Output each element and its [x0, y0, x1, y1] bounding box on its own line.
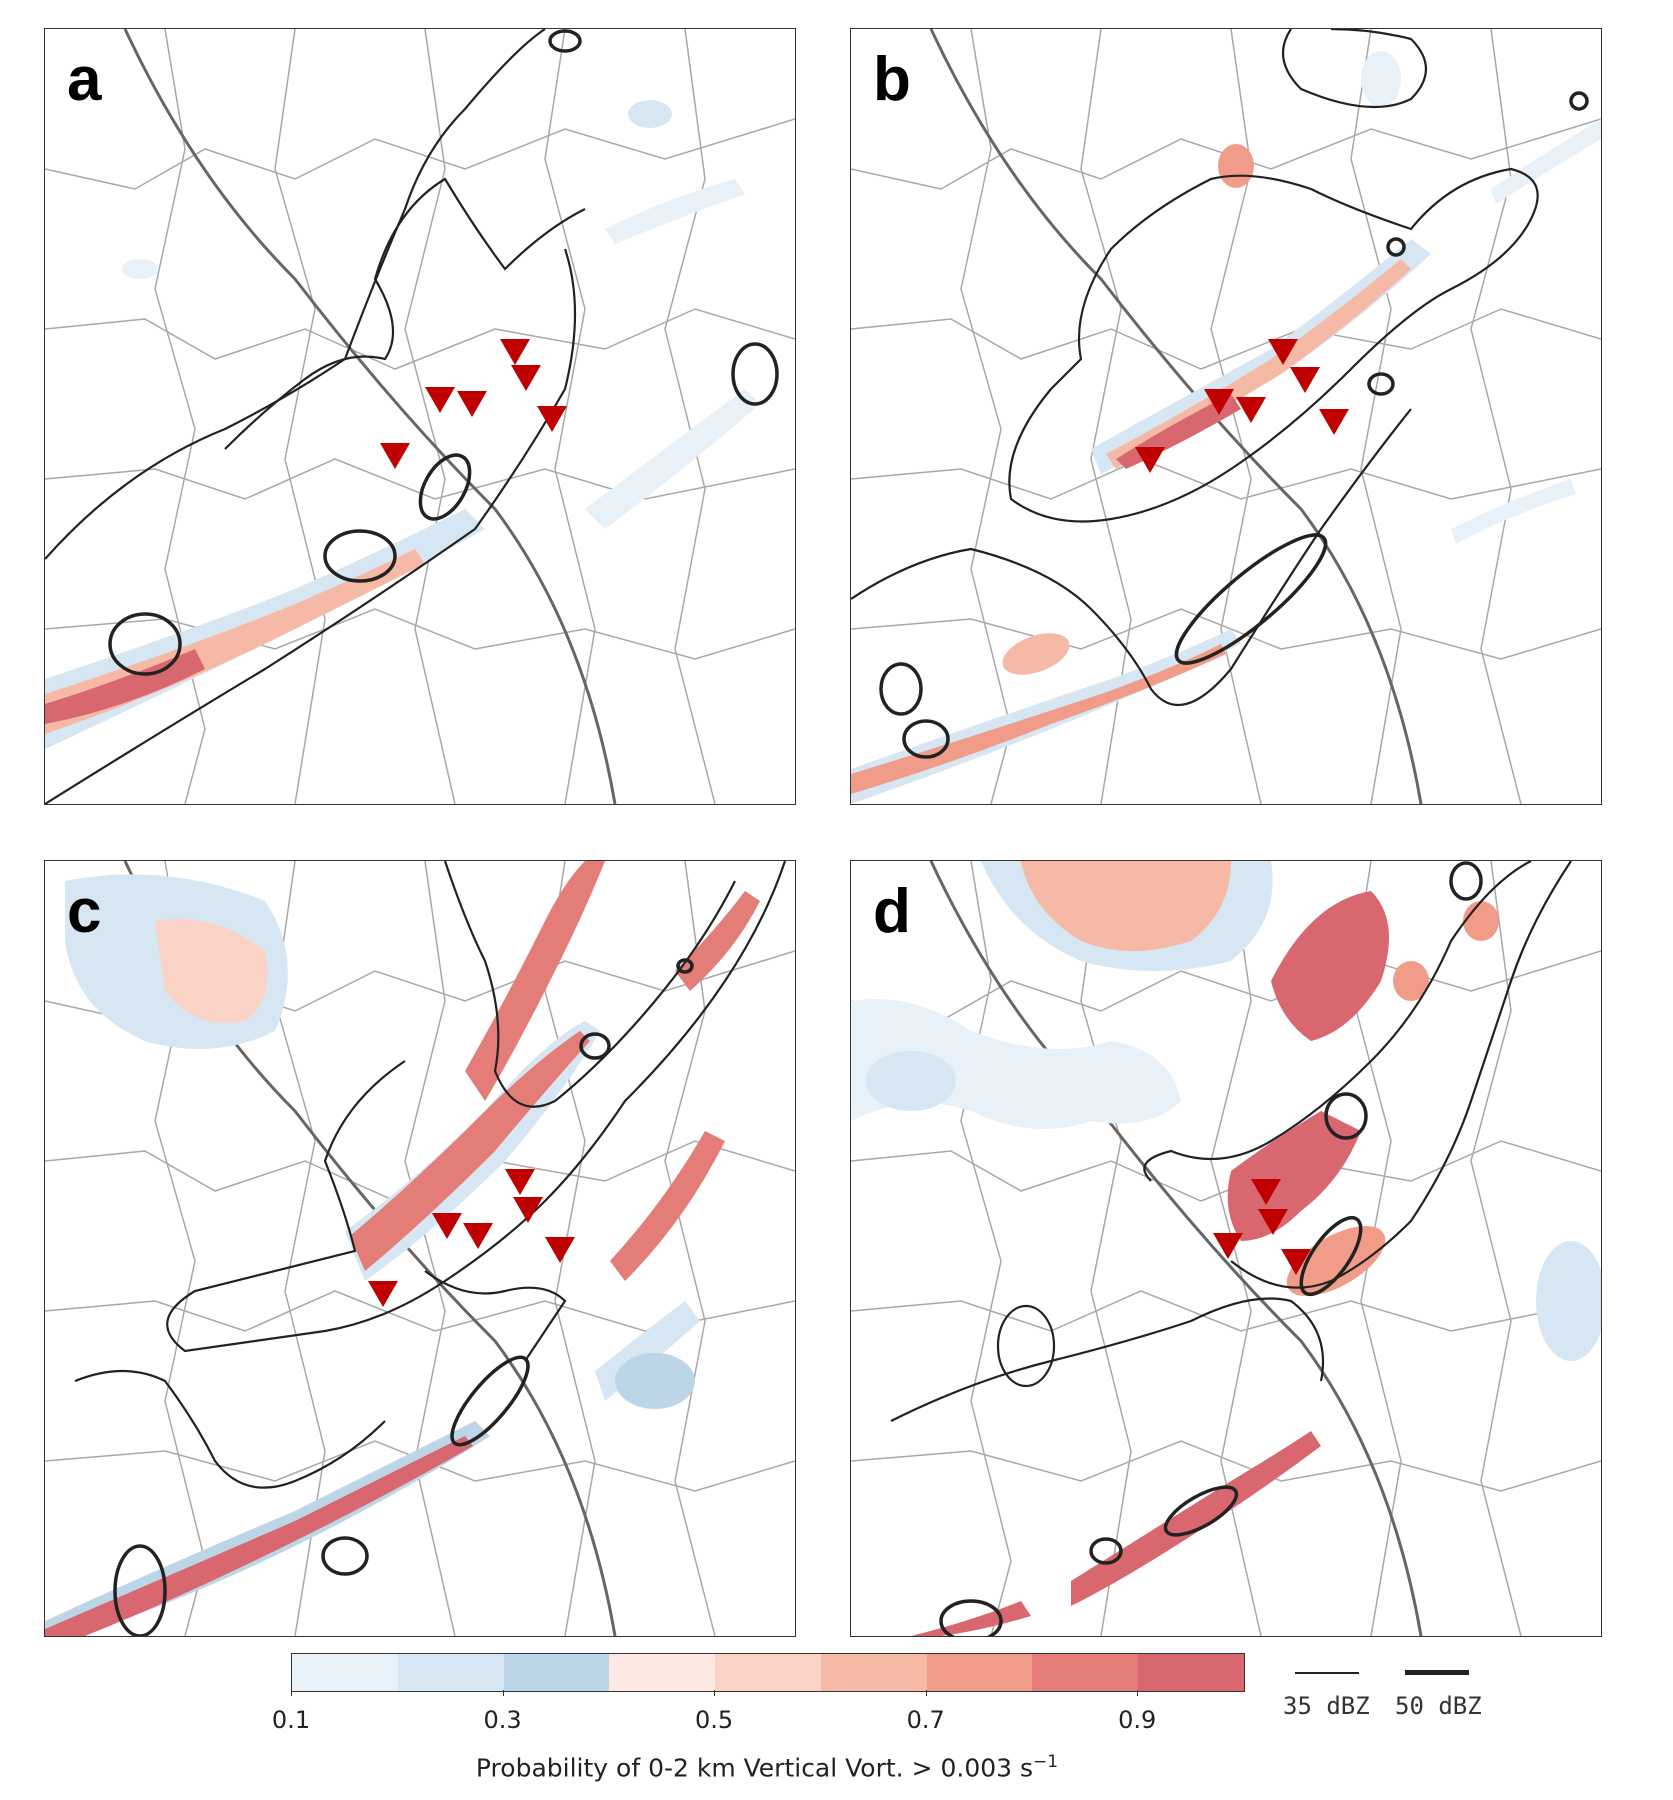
- reflectivity-contours: [74, 861, 787, 1636]
- reflectivity-contours: [45, 29, 779, 804]
- map-panel-d: d: [850, 860, 1602, 1637]
- map-b-canvas: [851, 29, 1601, 804]
- legend-thick-line: [1405, 1670, 1469, 1675]
- colorbar-tick: [925, 1690, 927, 1696]
- colorbar-tick-label: 0.7: [906, 1706, 945, 1734]
- tornado-report-markers: [368, 1169, 575, 1307]
- colorbar-tick: [1137, 1690, 1139, 1696]
- map-panel-c: c: [44, 860, 796, 1637]
- colorbar-tick-label: 0.9: [1118, 1706, 1157, 1734]
- map-d-canvas: [851, 861, 1601, 1636]
- legend-thin-line: [1295, 1672, 1359, 1674]
- colorbar-segment: [1138, 1654, 1245, 1691]
- panel-label-c: c: [67, 877, 102, 946]
- map-panel-b: b: [850, 28, 1602, 805]
- colorbar-segment: [292, 1654, 398, 1691]
- colorbar-segment: [926, 1654, 1033, 1691]
- colorbar-segment: [820, 1654, 927, 1691]
- state-boundary: [123, 29, 617, 804]
- probability-swaths: [45, 861, 760, 1636]
- colorbar-tick-label: 0.1: [271, 1706, 311, 1734]
- colorbar-title-units-exponent: −1: [1033, 1752, 1059, 1772]
- probability-colorbar: [291, 1653, 1245, 1692]
- panel-label-a: a: [67, 45, 102, 114]
- tornado-report-markers: [1213, 1179, 1311, 1275]
- colorbar-segment: [503, 1654, 610, 1691]
- colorbar-ticks: 0.1 0.3 0.5 0.7 0.9: [272, 1690, 1243, 1740]
- reflectivity-contours: [890, 861, 1572, 1636]
- reflectivity-legend: 35 dBZ 50 dBZ: [1283, 1664, 1523, 1724]
- map-c-canvas: [45, 861, 795, 1636]
- probability-swaths: [45, 100, 760, 749]
- map-panel-a: a: [44, 28, 796, 805]
- colorbar-tick: [714, 1690, 716, 1696]
- panel-label-d: d: [873, 877, 911, 946]
- colorbar-tick-label: 0.3: [483, 1706, 522, 1734]
- colorbar-segment: [609, 1654, 716, 1691]
- reflectivity-contours: [851, 29, 1589, 759]
- tornado-report-markers: [1135, 339, 1349, 473]
- colorbar-segment: [715, 1654, 821, 1691]
- colorbar-tick-label: 0.5: [695, 1706, 734, 1734]
- colorbar-title-text: Probability of 0-2 km Vertical Vort. > 0…: [475, 1753, 1034, 1783]
- colorbar-segment: [397, 1654, 504, 1691]
- probability-swaths: [851, 51, 1601, 804]
- probability-swaths: [851, 861, 1601, 1636]
- colorbar-title: Probability of 0-2 km Vertical Vort. > 0…: [291, 1752, 1243, 1782]
- colorbar-segment: [1032, 1654, 1139, 1691]
- tornado-report-markers: [380, 339, 567, 469]
- colorbar-tick: [502, 1690, 504, 1696]
- panel-label-b: b: [873, 45, 911, 114]
- legend-thin-label: 35 dBZ: [1283, 1692, 1370, 1720]
- colorbar-tick: [291, 1690, 292, 1696]
- legend-thick-label: 50 dBZ: [1395, 1692, 1482, 1720]
- state-boundary: [929, 861, 1423, 1636]
- map-a-canvas: [45, 29, 795, 804]
